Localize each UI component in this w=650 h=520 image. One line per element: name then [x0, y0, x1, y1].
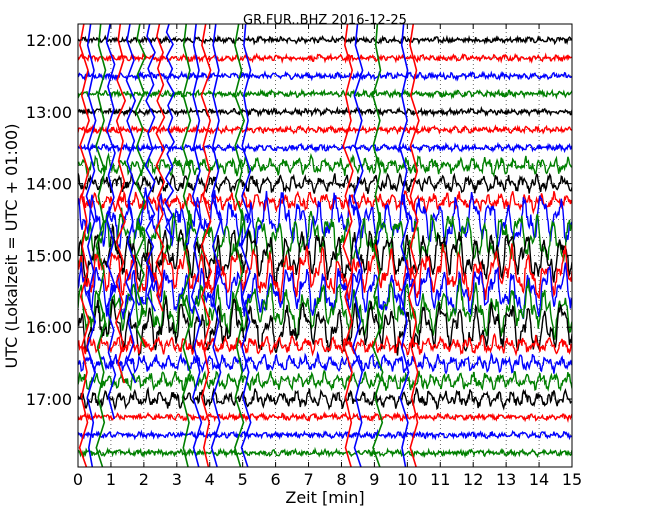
x-tick-label: 9: [369, 470, 379, 489]
spike-3.3: [181, 24, 192, 467]
x-tick-label: 4: [205, 470, 215, 489]
trace-1630: [78, 350, 572, 375]
chart-title: GR.FUR..BHZ 2016-12-25: [243, 13, 407, 28]
spike-8.5: [352, 24, 364, 467]
y-tick-label: 16:00: [26, 318, 72, 337]
spike-0.4: [85, 24, 97, 467]
y-tick-label: 12:00: [26, 31, 72, 50]
spike-8.2: [342, 24, 354, 467]
spike-2.2: [144, 24, 157, 312]
x-tick-label: 11: [430, 470, 450, 489]
x-tick-label: 7: [303, 470, 313, 489]
trace-1430: [78, 187, 572, 250]
trace-1300: [78, 105, 572, 118]
y-tick-label: 14:00: [26, 175, 72, 194]
trace-1500: [78, 223, 572, 286]
x-tick-label: 8: [336, 470, 346, 489]
x-tick-label: 13: [496, 470, 516, 489]
x-axis-title: Zeit [min]: [285, 488, 364, 507]
spike-0.2: [78, 24, 91, 467]
x-tick-label: 2: [139, 470, 149, 489]
trace-1315: [78, 123, 572, 136]
x-tick-label: 15: [562, 470, 582, 489]
spike-10.2: [408, 24, 420, 467]
trace-1330: [78, 141, 572, 154]
spike-0.7: [95, 24, 107, 467]
trace-1715: [78, 411, 572, 424]
y-tick-label: 17:00: [26, 390, 72, 409]
y-tick-label: 15:00: [26, 246, 72, 265]
spike-1.3: [115, 24, 127, 384]
trace-1545: [78, 276, 572, 340]
trace-1400: [78, 172, 572, 195]
spike-9.9: [398, 24, 410, 467]
spike-group: [78, 24, 420, 467]
trace-1730: [78, 428, 572, 441]
y-tick-label: 13:00: [26, 103, 72, 122]
trace-1215: [78, 52, 572, 64]
x-tick-label: 14: [529, 470, 549, 489]
spike-5.1: [240, 24, 252, 467]
x-tick-label: 12: [463, 470, 483, 489]
plot-frame: [77, 23, 573, 468]
trace-1745: [78, 446, 572, 459]
trace-1515: [78, 243, 572, 303]
trace-1600: [78, 297, 572, 356]
trace-1345: [78, 152, 572, 178]
spike-4.9: [234, 24, 246, 467]
trace-1700: [78, 386, 572, 411]
trace-1415: [78, 190, 572, 215]
x-tick-label: 6: [271, 470, 281, 489]
trace-1530: [78, 262, 572, 320]
trace-1200: [78, 34, 572, 46]
spike-9.1: [372, 24, 384, 467]
spike-1.6: [125, 24, 137, 384]
trace-1245: [78, 88, 572, 100]
y-axis-title: UTC (Lokalzeit = UTC + 01:00): [2, 124, 21, 369]
trace-group: [78, 34, 572, 459]
spike-2.8: [164, 24, 176, 240]
x-tick-label: 10: [397, 470, 417, 489]
spike-1: [105, 24, 117, 420]
y-axis: 12:00 13:00 14:00 15:00 16:00 17:00: [26, 31, 572, 409]
x-tick-label: 3: [172, 470, 182, 489]
spike-3.6: [190, 24, 203, 467]
trace-1615: [78, 332, 572, 357]
x-tick-label: 0: [73, 470, 83, 489]
spike-4.2: [210, 24, 222, 467]
x-axis: 0 1 2 3 4 5 6 7 8 9 10 11 12 13 14 15: [73, 24, 582, 489]
spike-1.9: [134, 24, 147, 348]
x-tick-label: 1: [106, 470, 116, 489]
spike-2.5: [155, 24, 166, 312]
trace-1645: [78, 369, 572, 392]
x-tick-label: 5: [238, 470, 248, 489]
spike-3.9: [200, 24, 213, 467]
